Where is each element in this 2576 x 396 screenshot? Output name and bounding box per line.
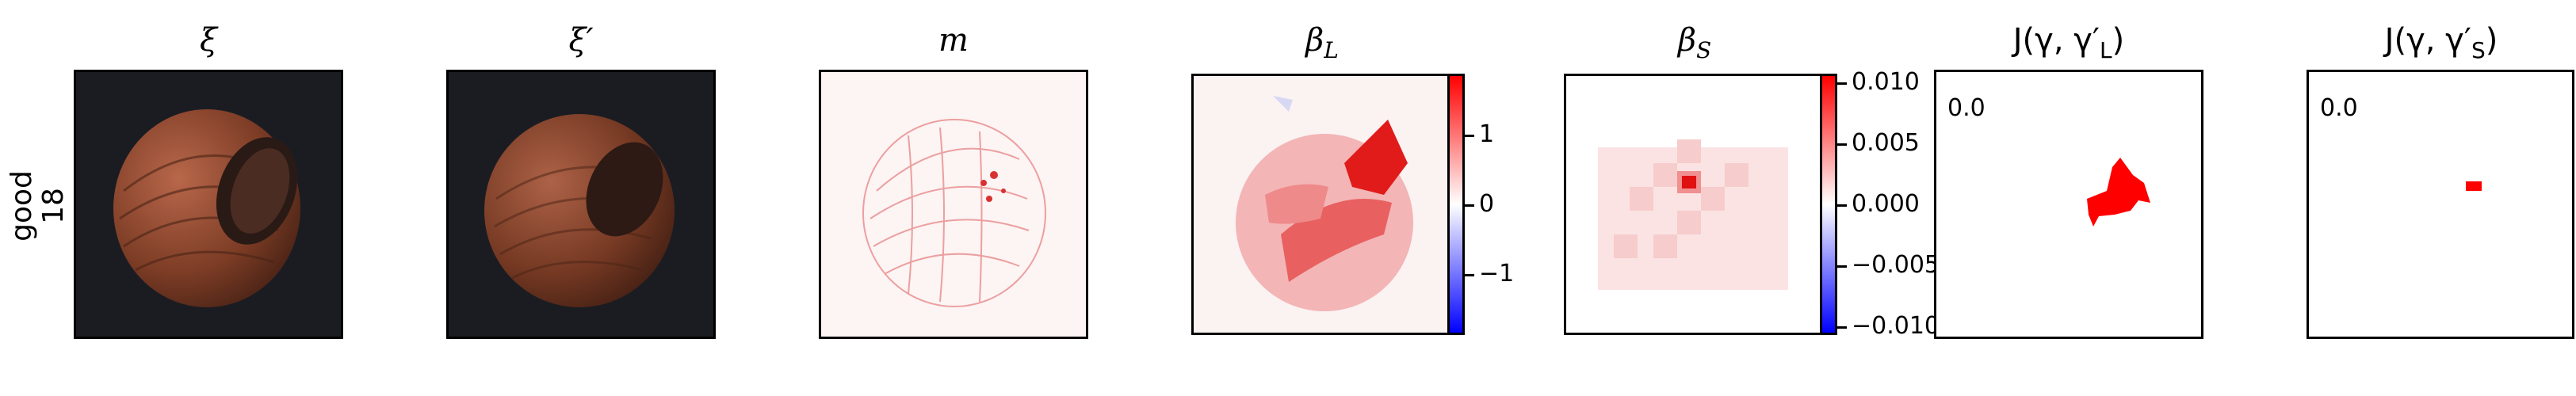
- title-j-l-sub: L: [2100, 37, 2112, 63]
- mask-m: [862, 119, 1046, 307]
- title-j-s-sub: S: [2471, 37, 2486, 63]
- cbar-l-tick-label: 1: [1479, 120, 1495, 148]
- cbar-l-tick: [1465, 204, 1474, 207]
- title-beta-l-main: β: [1305, 22, 1324, 59]
- image-xi-prime: [446, 70, 716, 339]
- title-j-l: J(γ, γ′L): [1934, 22, 2203, 63]
- image-xi: [74, 70, 343, 339]
- cbar-s-tick-label: −0.010: [1852, 312, 1940, 340]
- title-beta-s-main: β: [1677, 22, 1696, 59]
- j-s-value: 0.0: [2320, 94, 2358, 122]
- j-l-value: 0.0: [1947, 94, 1986, 122]
- row-label-line2: 18: [37, 188, 70, 224]
- heatmap-beta-s: [1598, 139, 1788, 290]
- image-beta-s: [1564, 74, 1825, 335]
- image-j-s: 0.0: [2307, 70, 2574, 339]
- cbar-s-tick: [1837, 265, 1847, 268]
- hazelnut-xi-prime: [484, 114, 675, 307]
- cbar-s-tick: [1837, 143, 1847, 146]
- title-j-s-main: J(γ, γ′: [2384, 22, 2471, 59]
- title-j-l-main: J(γ, γ′: [2012, 22, 2100, 59]
- cbar-l-tick-label: −1: [1479, 260, 1515, 287]
- colorbar-beta-s: [1820, 74, 1837, 335]
- cbar-s-tick-label: 0.005: [1852, 129, 1920, 157]
- cbar-s-tick-label: 0.000: [1852, 190, 1920, 218]
- cbar-s-tick: [1837, 204, 1847, 207]
- title-beta-l-sub: L: [1324, 37, 1339, 63]
- image-m: [819, 70, 1088, 339]
- row-label-line1: good: [6, 170, 38, 242]
- cbar-l-tick: [1465, 135, 1474, 137]
- hazelnut-xi: [113, 109, 300, 307]
- colorbar-beta-l: [1447, 74, 1465, 335]
- title-m: m: [938, 22, 969, 59]
- title-xi-prime: ξ′: [568, 22, 594, 59]
- title-j-s-close: ): [2485, 22, 2498, 59]
- title-beta-l: βL: [1191, 22, 1453, 63]
- title-beta-s: βS: [1564, 22, 1825, 63]
- cbar-l-tick: [1465, 274, 1474, 276]
- cbar-s-tick: [1837, 326, 1847, 329]
- mask-j-l: [2087, 158, 2150, 227]
- title-xi: ξ: [199, 22, 218, 59]
- title-j-l-close: ): [2112, 22, 2125, 59]
- mask-j-s: [2466, 181, 2482, 191]
- image-beta-l: [1191, 74, 1453, 335]
- cbar-l-tick-label: 0: [1479, 190, 1495, 218]
- title-j-s: J(γ, γ′S): [2307, 22, 2576, 63]
- title-beta-s-sub: S: [1695, 37, 1712, 63]
- cbar-s-tick-label: 0.010: [1852, 68, 1920, 96]
- cbar-s-tick-label: −0.005: [1852, 251, 1940, 279]
- cbar-s-tick: [1837, 82, 1847, 85]
- heatmap-beta-l: [1194, 76, 1450, 333]
- image-j-l: 0.0: [1934, 70, 2203, 339]
